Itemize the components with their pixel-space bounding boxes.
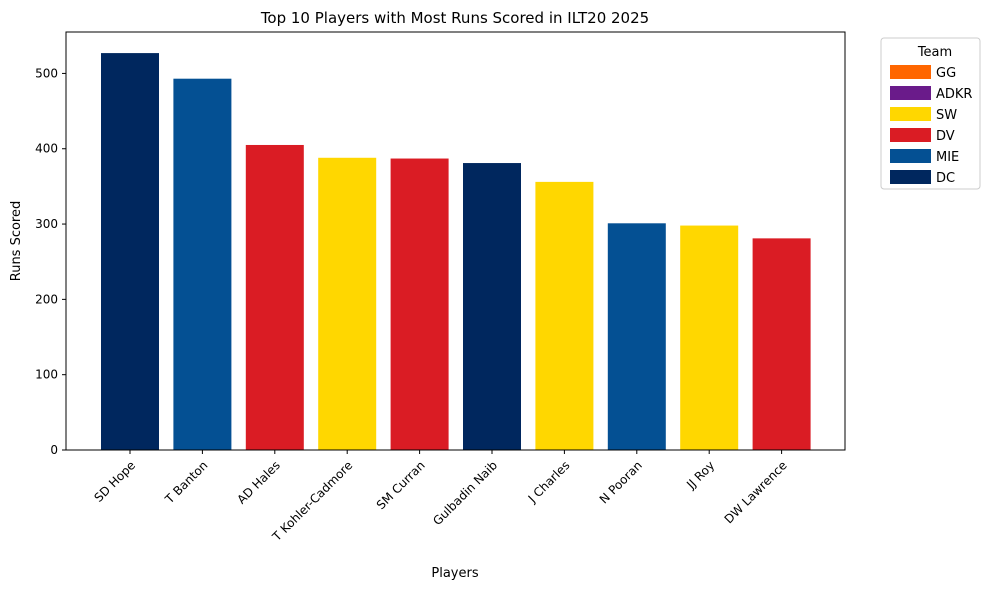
x-tick-label: J Charles — [525, 458, 573, 506]
chart-title: Top 10 Players with Most Runs Scored in … — [260, 9, 649, 27]
y-axis: 0 100 200 300 400 500 — [35, 66, 66, 457]
y-tick-label: 400 — [35, 142, 58, 156]
y-tick-label: 100 — [35, 368, 58, 382]
legend-label: SW — [936, 108, 957, 123]
legend-label: ADKR — [936, 87, 972, 102]
legend: Team GG ADKR SW DV MIE DC — [880, 37, 981, 190]
bar-t-banton — [173, 78, 232, 450]
bar-ad-hales — [245, 144, 304, 451]
y-tick-label: 500 — [35, 66, 58, 80]
x-tick-label: JJ Roy — [683, 458, 717, 492]
legend-swatch-gg — [890, 65, 931, 79]
legend-label: GG — [936, 66, 956, 81]
y-tick-label: 300 — [35, 217, 58, 231]
y-tick-label: 0 — [50, 443, 58, 457]
x-tick-label: DW Lawrence — [722, 458, 790, 526]
legend-label: DC — [936, 171, 955, 186]
bar-gulbadin-naib — [463, 163, 521, 450]
y-axis-label: Runs Scored — [9, 201, 24, 282]
x-tick-label: Gulbadin Naib — [430, 458, 500, 528]
x-tick-label: T Banton — [162, 458, 211, 507]
legend-swatch-dv — [890, 128, 931, 142]
x-axis-label: Players — [431, 566, 478, 581]
legend-swatch-dc — [890, 170, 931, 184]
legend-label: MIE — [936, 150, 959, 165]
bar-jj-roy — [680, 225, 739, 450]
bar-n-pooran — [607, 223, 666, 450]
plot-bars — [101, 53, 811, 451]
plot-frame — [65, 31, 846, 451]
x-tick-label: T Kohler-Cadmore — [269, 458, 355, 544]
legend-swatch-adkr — [890, 86, 931, 100]
legend-title: Team — [917, 45, 952, 60]
bar-dw-lawrence — [752, 238, 811, 450]
legend-label: DV — [936, 129, 955, 144]
legend-swatch-sw — [890, 107, 931, 121]
legend-entries: GG ADKR SW DV MIE DC — [890, 65, 972, 186]
y-tick-label: 200 — [35, 292, 58, 306]
x-tick-label: N Pooran — [597, 458, 645, 506]
x-tick-label: SD Hope — [91, 458, 138, 505]
x-tick-label: AD Hales — [234, 458, 283, 507]
bar-sd-hope — [101, 53, 159, 450]
legend-swatch-mie — [890, 149, 931, 163]
bar-sm-curran — [390, 158, 449, 450]
bar-t-kohler-cadmore — [318, 157, 377, 450]
x-tick-label: SM Curran — [374, 458, 428, 512]
bar-j-charles — [535, 181, 594, 450]
